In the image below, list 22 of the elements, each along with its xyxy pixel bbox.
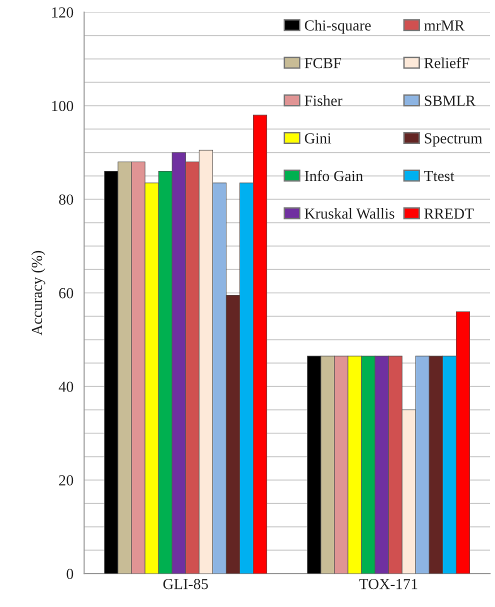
legend-label: Chi-square: [304, 20, 371, 34]
legend-label: SBMLR: [424, 96, 476, 106]
legend-label: Fisher: [304, 95, 342, 106]
legend-label: mrMR: [424, 20, 465, 30]
y-tick-label: 80: [59, 194, 74, 205]
legend-label: RREDT: [424, 208, 474, 219]
y-tick-label: 60: [59, 288, 74, 298]
x-tick-label: GLI-85: [163, 578, 208, 590]
y-tick-label: 120: [52, 7, 74, 18]
x-tick-label: TOX-171: [359, 578, 418, 590]
legend-label: FCBF: [304, 58, 342, 68]
legend-label: Spectrum: [424, 133, 482, 147]
legend-label: Kruskal Wallis: [304, 208, 394, 219]
legend-label: ReliefF: [424, 57, 470, 68]
legend-label: Gini: [304, 133, 332, 144]
y-tick-label: 20: [59, 475, 74, 486]
y-axis-title: Accuracy (%): [31, 250, 46, 336]
legend-label: Info Gain: [304, 170, 363, 182]
y-tick-label: 40: [58, 382, 74, 392]
legend-label: Ttest: [424, 170, 454, 182]
y-tick-label: 100: [52, 100, 74, 112]
y-tick-label: 0: [66, 568, 74, 580]
